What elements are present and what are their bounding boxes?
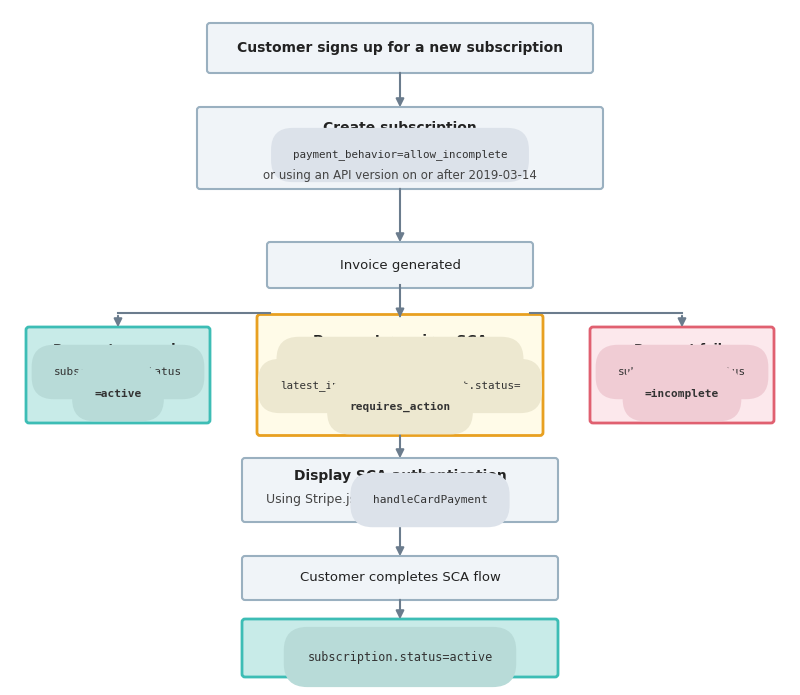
Text: subscription.status=incomplete: subscription.status=incomplete bbox=[298, 359, 502, 369]
Text: requires_action: requires_action bbox=[350, 402, 450, 412]
Text: subscription.status: subscription.status bbox=[618, 367, 746, 377]
Text: Passing: Passing bbox=[282, 149, 330, 161]
Text: =incomplete: =incomplete bbox=[645, 389, 719, 399]
FancyBboxPatch shape bbox=[590, 327, 774, 423]
Text: Create subscription: Create subscription bbox=[323, 121, 477, 135]
FancyBboxPatch shape bbox=[207, 23, 593, 73]
Text: handleCardPayment: handleCardPayment bbox=[373, 495, 487, 505]
FancyBboxPatch shape bbox=[197, 107, 603, 189]
Text: or using an API version on or after 2019-03-14: or using an API version on or after 2019… bbox=[263, 168, 537, 181]
Text: Customer completes SCA flow: Customer completes SCA flow bbox=[299, 571, 501, 584]
Text: latest_invoice.payment_intent.status=: latest_invoice.payment_intent.status= bbox=[280, 381, 520, 391]
FancyBboxPatch shape bbox=[267, 242, 533, 288]
Text: Customer signs up for a new subscription: Customer signs up for a new subscription bbox=[237, 41, 563, 55]
Text: payment_behavior=allow_incomplete: payment_behavior=allow_incomplete bbox=[293, 149, 507, 161]
FancyBboxPatch shape bbox=[242, 458, 558, 522]
Text: Using Stripe.js: Using Stripe.js bbox=[266, 493, 356, 507]
Text: Payment succeeds: Payment succeeds bbox=[53, 343, 183, 356]
Text: =active: =active bbox=[94, 389, 142, 399]
FancyBboxPatch shape bbox=[257, 315, 543, 436]
Text: subscription.status: subscription.status bbox=[54, 367, 182, 377]
FancyBboxPatch shape bbox=[242, 619, 558, 677]
Text: Payment succeeds: Payment succeeds bbox=[327, 628, 473, 642]
FancyBboxPatch shape bbox=[242, 556, 558, 600]
Text: Display SCA authentication: Display SCA authentication bbox=[294, 469, 506, 483]
Text: Payment requires SCA: Payment requires SCA bbox=[313, 334, 487, 348]
Text: subscription.status=active: subscription.status=active bbox=[307, 651, 493, 664]
FancyBboxPatch shape bbox=[26, 327, 210, 423]
Text: Payment fails: Payment fails bbox=[634, 343, 730, 356]
Text: Invoice generated: Invoice generated bbox=[339, 259, 461, 272]
